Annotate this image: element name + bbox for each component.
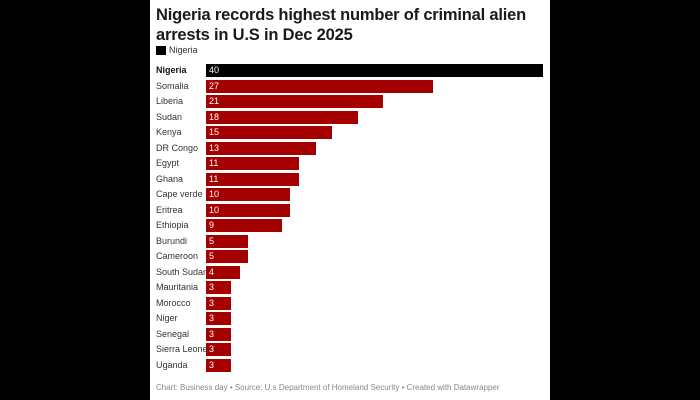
- category-label: Liberia: [156, 96, 184, 106]
- bar: 3: [206, 343, 232, 356]
- bar: 13: [206, 141, 316, 155]
- category-label: Mauritania: [156, 282, 199, 292]
- category-label: DR Congo: [156, 142, 199, 153]
- bar-row: Niger 3: [150, 311, 550, 327]
- category-label: Morocco: [156, 297, 191, 308]
- value-label: 5: [209, 235, 215, 246]
- category-label: Ethiopia: [156, 220, 189, 230]
- legend-swatch: [156, 45, 166, 55]
- value-label: 3: [209, 313, 215, 323]
- bar-row: Eritrea 10: [150, 203, 550, 219]
- value-label: 40: [209, 65, 220, 75]
- category-label: Cameroon: [156, 251, 199, 261]
- category-label: Ghana: [156, 173, 184, 184]
- bar-row: Egypt 11: [150, 156, 550, 172]
- chart-footer: Chart: Business day • Source: U.s Depart…: [156, 383, 500, 392]
- value-label: 10: [209, 189, 220, 199]
- value-label: 3: [209, 359, 215, 370]
- bar: 3: [206, 327, 232, 341]
- value-label: 11: [209, 158, 219, 168]
- category-label: Senegal: [156, 328, 190, 339]
- category-label: Uganda: [156, 359, 188, 370]
- category-label: Burundi: [156, 235, 188, 246]
- category-label: Eritrea: [156, 204, 183, 215]
- value-label: 3: [209, 344, 215, 354]
- category-label: Sudan: [156, 111, 183, 122]
- category-label: Sierra Leone: [156, 344, 208, 354]
- bar: 10: [206, 188, 291, 201]
- value-label: 15: [209, 127, 220, 137]
- bar-rows: Nigeria 40 Somalia 27 Liberia 21 Sudan 18 Kenya 1…: [150, 63, 550, 373]
- bar-row: Cape verde 10: [150, 187, 550, 203]
- bar-row: Sudan 18: [150, 110, 550, 126]
- bar-row: Cameroon 5: [150, 249, 550, 265]
- bar-row: Ghana 11: [150, 172, 550, 188]
- bar: 10: [206, 203, 291, 217]
- bar-row: Nigeria 40: [150, 63, 550, 79]
- category-label: Niger: [156, 313, 178, 323]
- value-label: 3: [209, 297, 215, 308]
- bar-row: Liberia 21: [150, 94, 550, 110]
- value-label: 11: [209, 173, 219, 184]
- bar: 9: [206, 219, 282, 232]
- bar-row: Uganda 3: [150, 358, 550, 374]
- bar-row: Kenya 15: [150, 125, 550, 141]
- bar-row: Mauritania 3: [150, 280, 550, 296]
- bar: 11: [206, 157, 299, 170]
- bar: 3: [206, 281, 232, 294]
- bar: 3: [206, 312, 232, 325]
- bar: 11: [206, 172, 299, 186]
- bar: 3: [206, 358, 232, 372]
- category-label: Egypt: [156, 158, 180, 168]
- bar: 18: [206, 110, 358, 124]
- value-label: 13: [209, 142, 220, 153]
- value-label: 10: [209, 204, 220, 215]
- bar: 40: [206, 64, 543, 77]
- bar-row: Ethiopia 9: [150, 218, 550, 234]
- value-label: 9: [209, 220, 215, 230]
- bar-row: Somalia 27: [150, 79, 550, 95]
- chart-title: Nigeria records highest number of crimin…: [156, 6, 526, 44]
- bar: 5: [206, 234, 249, 248]
- value-label: 4: [209, 266, 215, 277]
- bar: 15: [206, 126, 333, 139]
- bar: 21: [206, 95, 383, 108]
- value-label: 27: [209, 80, 220, 91]
- bar-row: Senegal 3: [150, 327, 550, 343]
- legend: Nigeria: [156, 45, 198, 55]
- category-label: Cape verde: [156, 189, 203, 199]
- category-label: Somalia: [156, 80, 189, 91]
- value-label: 21: [209, 96, 220, 106]
- chart-card: Nigeria records highest number of crimin…: [150, 0, 550, 400]
- value-label: 3: [209, 328, 215, 339]
- bar-row: DR Congo 13: [150, 141, 550, 157]
- legend-label: Nigeria: [169, 45, 198, 55]
- category-label: Kenya: [156, 127, 182, 137]
- bar-row: South Sudan 4: [150, 265, 550, 281]
- category-label: Nigeria: [156, 65, 187, 75]
- bar-row: Burundi 5: [150, 234, 550, 250]
- value-label: 18: [209, 111, 220, 122]
- bar: 5: [206, 250, 249, 263]
- category-label: South Sudan: [156, 266, 209, 277]
- bar: 3: [206, 296, 232, 310]
- bar: 27: [206, 79, 434, 93]
- value-label: 3: [209, 282, 215, 292]
- bar: 4: [206, 265, 240, 279]
- value-label: 5: [209, 251, 215, 261]
- bar-row: Sierra Leone 3: [150, 342, 550, 358]
- bar-row: Morocco 3: [150, 296, 550, 312]
